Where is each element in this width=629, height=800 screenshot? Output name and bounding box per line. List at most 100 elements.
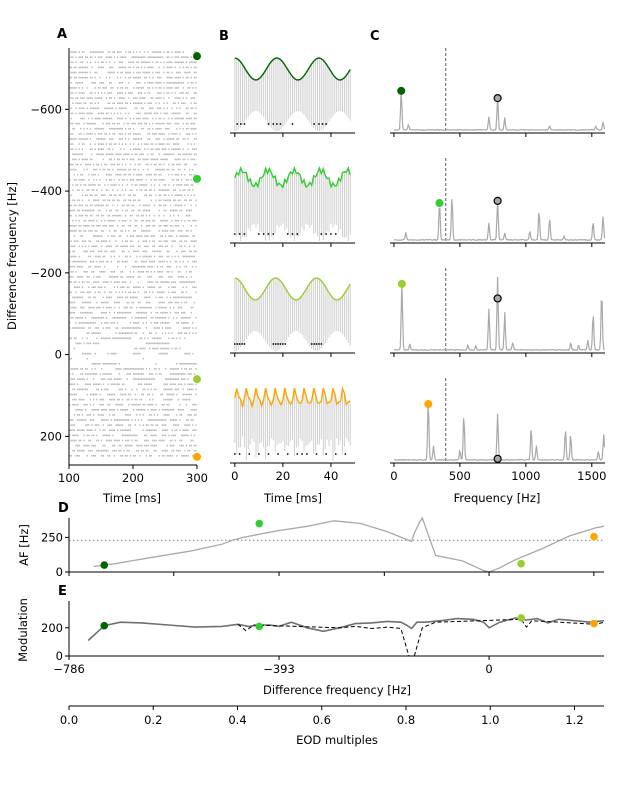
- spike-tick: [105, 173, 108, 176]
- spike-tick: [139, 276, 141, 278]
- spike-tick: [163, 112, 165, 115]
- spike-tick: [173, 133, 175, 135]
- spike-tick: [134, 107, 136, 110]
- spike-tick: [104, 429, 106, 431]
- spike-tick: [161, 311, 164, 314]
- spike-tick: [89, 97, 92, 99]
- spike-tick: [149, 419, 151, 421]
- spike-tick: [179, 76, 181, 79]
- spike-tick: [128, 429, 130, 431]
- spike-tick: [187, 194, 189, 196]
- spike-tick: [110, 429, 112, 431]
- spike-tick: [93, 250, 95, 253]
- spike-tick: [147, 281, 149, 283]
- spike-tick: [184, 373, 186, 375]
- spike-tick: [126, 368, 128, 370]
- spike-tick: [166, 225, 168, 227]
- spike-tick: [152, 97, 154, 99]
- spike-tick: [83, 322, 85, 324]
- spike-tick: [81, 281, 84, 283]
- spike-tick: [75, 240, 77, 242]
- spike-tick: [133, 276, 135, 278]
- spike-tick: [182, 276, 184, 278]
- spike-tick: [177, 56, 180, 58]
- spike-tick: [78, 327, 80, 329]
- spike-tick: [128, 444, 130, 447]
- spike-tick: [184, 332, 186, 334]
- spike-tick: [89, 102, 92, 104]
- power-spectrum: [393, 90, 606, 132]
- spike-tick: [123, 281, 125, 283]
- spike-tick: [160, 250, 162, 253]
- spike-tick: [77, 184, 79, 186]
- spike-tick: [195, 51, 197, 53]
- spike-tick: [176, 455, 178, 457]
- spike-tick: [120, 138, 122, 140]
- spike-tick: [139, 189, 141, 191]
- spike-tick: [107, 219, 109, 222]
- spike-tick: [123, 199, 125, 202]
- spike-tick: [144, 82, 146, 84]
- spike-tick: [126, 286, 128, 288]
- spike-tick: [139, 306, 141, 309]
- spike-tick: [155, 199, 157, 202]
- spike-tick: [113, 122, 116, 125]
- spike-tick: [174, 189, 176, 191]
- spike-tick: [157, 250, 159, 253]
- spike-tick: [115, 403, 117, 406]
- spike-tick: [94, 291, 96, 294]
- spike-tick: [160, 76, 162, 79]
- spike-tick: [182, 250, 184, 253]
- spike-tick: [182, 393, 184, 396]
- spike-tick: [89, 133, 92, 135]
- spike-tick: [166, 158, 168, 161]
- spike-tick: [121, 434, 124, 437]
- spike-tick: [163, 143, 165, 145]
- spike-tick: [118, 184, 120, 186]
- spike-tick: [97, 449, 100, 452]
- spike-tick: [75, 306, 77, 309]
- spike-tick: [112, 449, 114, 452]
- spike-tick: [182, 235, 184, 237]
- spike-tick: [91, 332, 93, 334]
- spike-tick: [118, 281, 120, 283]
- x-tick-label-c: 1000: [511, 469, 540, 483]
- spike-tick: [86, 271, 88, 273]
- spike-tick: [190, 102, 192, 104]
- spike-tick: [174, 97, 176, 99]
- spike-tick: [166, 403, 168, 406]
- spike-tick: [128, 225, 130, 227]
- spike-tick: [101, 204, 103, 207]
- spike-tick: [85, 163, 87, 166]
- spike-tick: [110, 194, 112, 196]
- spike-tick: [193, 117, 196, 120]
- y-tick-label-a: −600: [30, 102, 62, 116]
- spike-tick: [72, 158, 74, 161]
- spike-tick: [153, 327, 156, 329]
- spike-tick: [192, 184, 194, 186]
- spike-tick: [133, 455, 135, 457]
- spike-tick: [176, 87, 178, 89]
- modulation-marker: [100, 621, 109, 630]
- spike-tick: [85, 322, 87, 324]
- spike-tick: [88, 117, 90, 120]
- spike-tick: [161, 296, 164, 299]
- spike-tick: [179, 414, 181, 416]
- spike-tick: [177, 122, 180, 125]
- spike-tick: [133, 378, 135, 380]
- spike-tick: [131, 204, 133, 207]
- df-peak-marker: [435, 199, 444, 208]
- spike-tick: [155, 143, 157, 145]
- spike-tick: [142, 158, 144, 161]
- spike-tick: [160, 107, 162, 110]
- spike-tick: [192, 424, 194, 426]
- spike-tick: [142, 127, 144, 130]
- spike-tick: [176, 122, 178, 125]
- spike-tick: [171, 240, 173, 242]
- spike-tick: [150, 444, 152, 447]
- spike-tick: [174, 122, 176, 125]
- spike-tick: [174, 51, 176, 53]
- spike-tick: [109, 76, 111, 79]
- spike-tick: [70, 393, 72, 396]
- spike-tick: [69, 209, 71, 212]
